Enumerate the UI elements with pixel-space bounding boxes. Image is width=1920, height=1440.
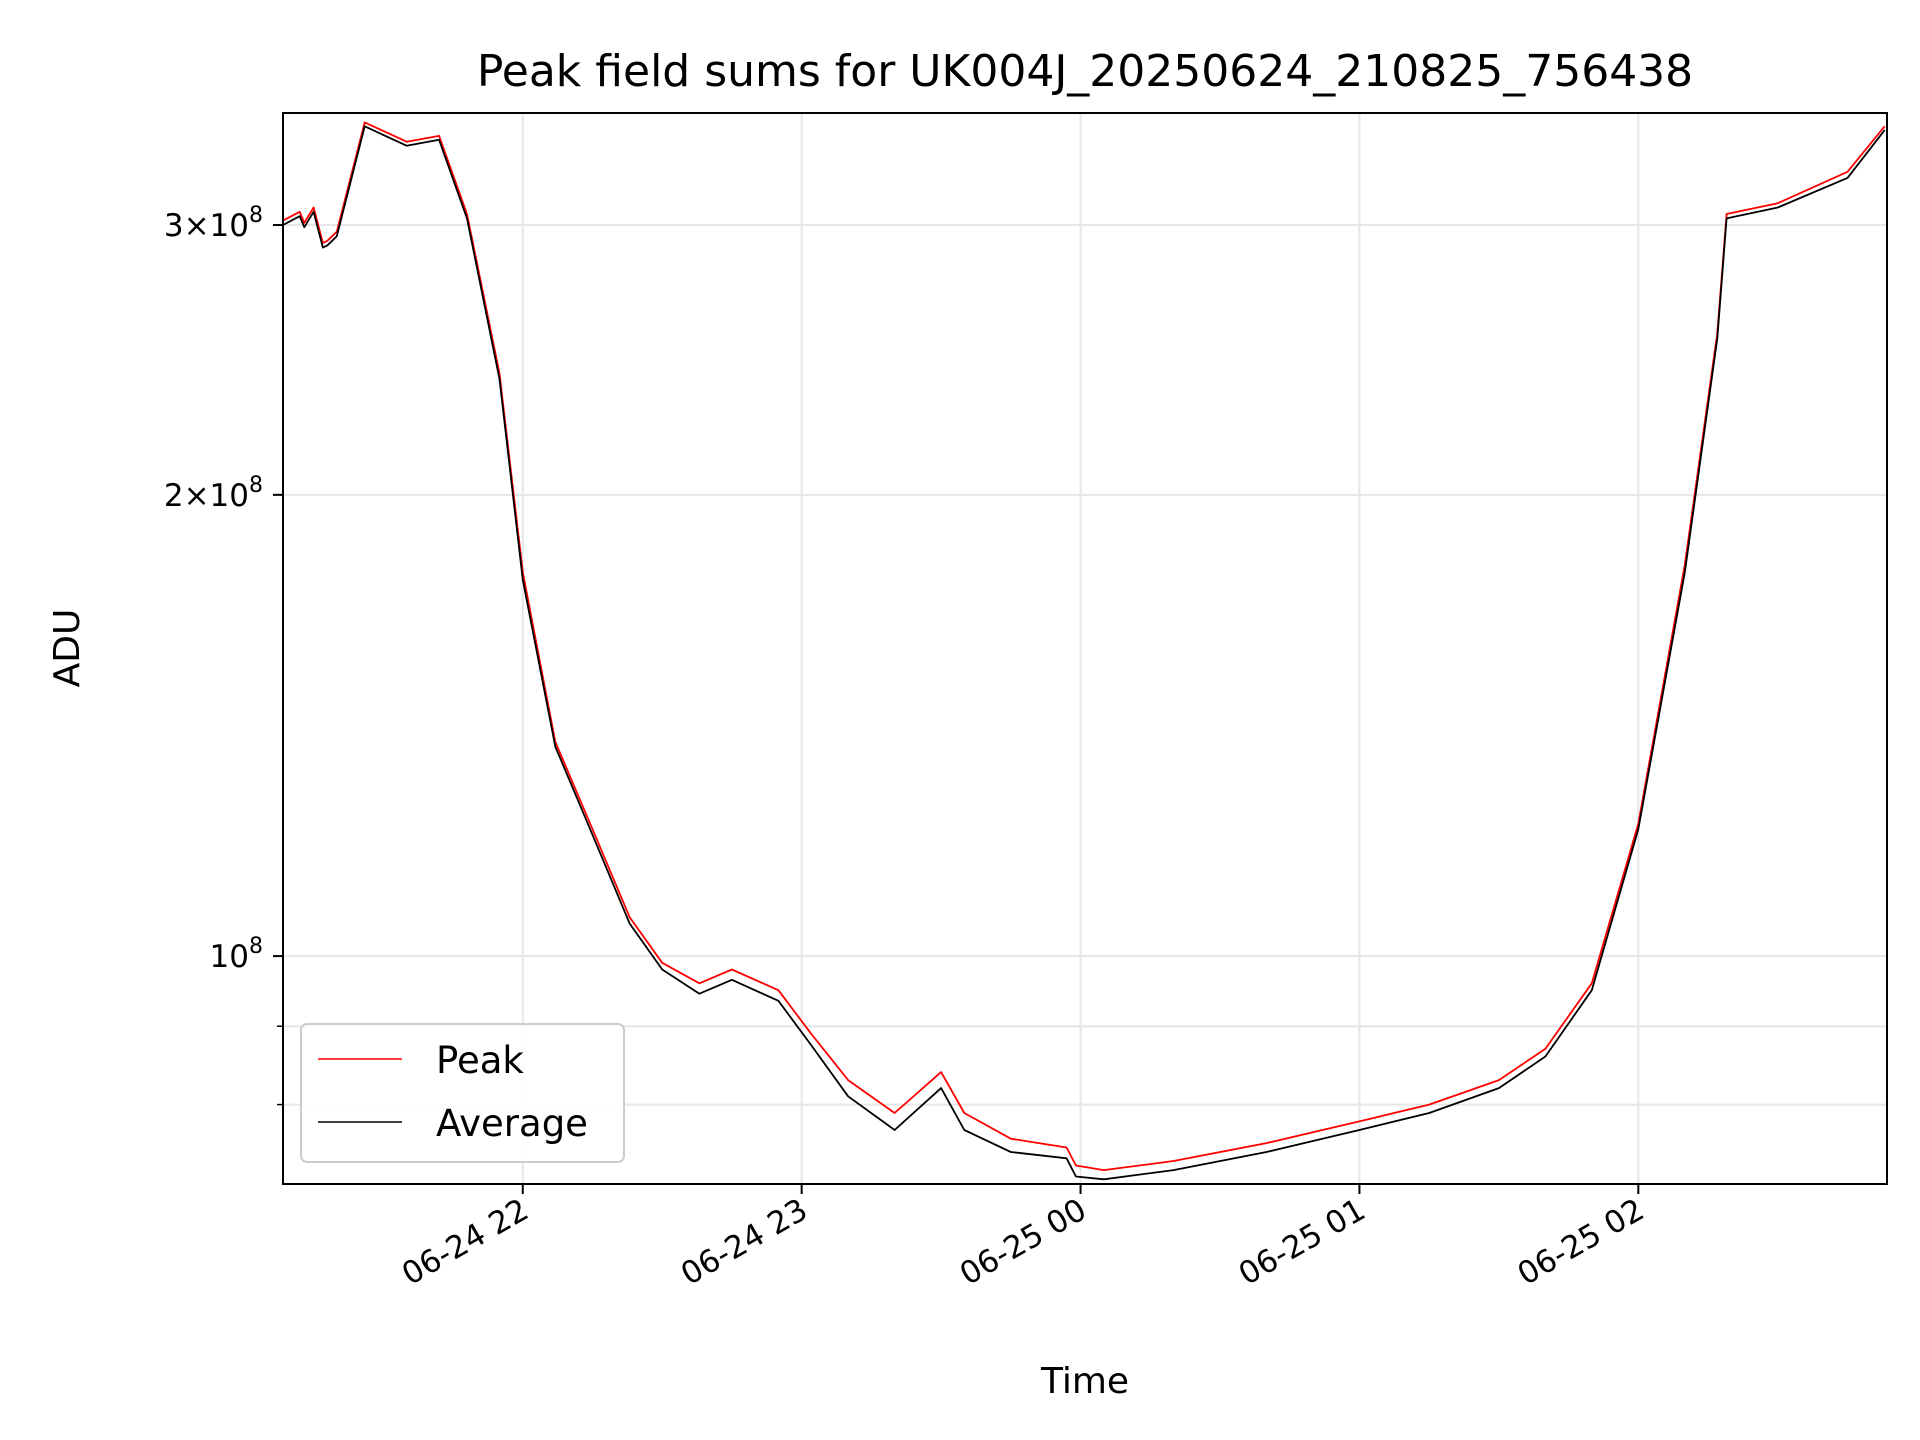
series-layer	[282, 121, 1886, 1181]
x-tick-label: 06-25 02	[1512, 1192, 1651, 1293]
x-tick-label: 06-25 00	[954, 1192, 1093, 1293]
series-line-average	[282, 125, 1886, 1181]
y-tick-label: 3×108	[164, 203, 263, 244]
x-axis-label: Time	[1040, 1361, 1129, 1402]
y-tick-label: 108	[210, 934, 263, 975]
legend-label-average: Average	[436, 1102, 588, 1145]
legend: Peak Average	[300, 1023, 625, 1163]
chart-title: Peak field sums for UK004J_20250624_2108…	[477, 46, 1693, 97]
series-line-peak	[282, 121, 1886, 1171]
x-tick-label: 06-24 23	[675, 1192, 814, 1293]
x-tick-label: 06-24 22	[396, 1192, 535, 1293]
grid-layer	[283, 113, 1887, 1184]
legend-label-peak: Peak	[436, 1039, 524, 1082]
y-axis-label: ADU	[47, 609, 88, 688]
plot-area-frame	[282, 112, 1888, 1185]
x-tick-label: 06-25 01	[1233, 1192, 1372, 1293]
y-tick-label: 2×108	[164, 473, 263, 514]
